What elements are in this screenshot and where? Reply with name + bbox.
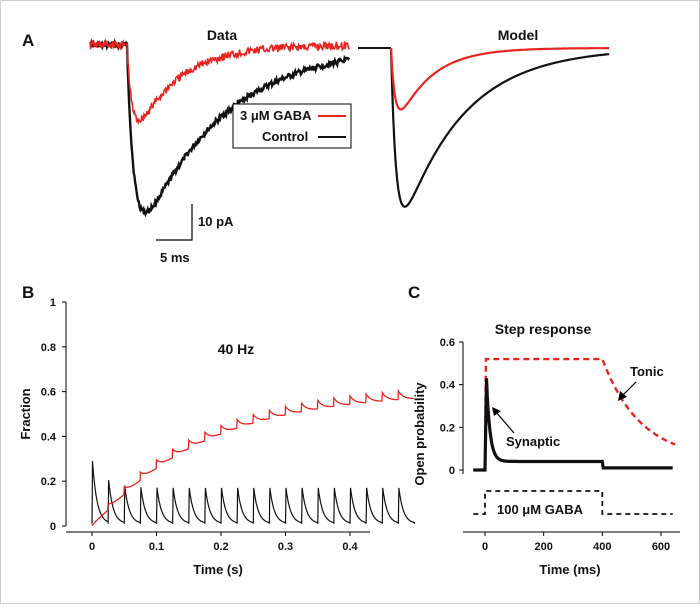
- panel-b-title: 40 Hz: [218, 341, 255, 357]
- tonic-arrowhead: [618, 391, 627, 401]
- panel-a-legend: 3 μM GABA Control: [232, 103, 352, 149]
- b-xtick-label: 0.4: [342, 541, 358, 553]
- c-ytick-label: 0.4: [440, 380, 456, 392]
- panel-b-chart: 0 0.2 0.4 0.6 0.8 1 0 0.1 0.2 0.3 0.4 40 Hz Time …: [18, 297, 416, 577]
- c-trace-synaptic: [473, 378, 673, 472]
- panel-a-model-traces: [358, 47, 610, 208]
- scalebar-y-label: 10 pA: [198, 214, 234, 229]
- panel-c-title: Step response: [495, 321, 592, 337]
- b-ytick-label: 0.8: [41, 342, 56, 354]
- annotation-stimulus: 100 μM GABA: [497, 502, 584, 517]
- b-ytick-label: 0.6: [41, 387, 56, 399]
- legend-box: [232, 103, 352, 149]
- panel-c-letter: C: [408, 283, 420, 302]
- annotation-tonic: Tonic: [630, 364, 664, 379]
- tonic-arrow-line: [621, 381, 637, 397]
- panel-b-x-ticks: 0 0.1 0.2 0.3 0.4: [89, 532, 359, 553]
- a-model-trace-control: [389, 47, 610, 208]
- synaptic-arrowhead: [492, 407, 501, 416]
- c-ytick-label: 0: [449, 465, 455, 477]
- c-xtick-label: 200: [534, 541, 552, 553]
- b-xtick-label: 0.1: [149, 541, 164, 553]
- synaptic-arrow-line: [495, 411, 515, 434]
- c-ytick-label: 0.2: [440, 422, 455, 434]
- c-ytick-label: 0.6: [440, 337, 455, 349]
- panel-b-y-ticks: 0 0.2 0.4 0.6 0.8 1: [41, 297, 66, 533]
- a-data-trace-gaba: [89, 38, 350, 126]
- b-xtick-label: 0.3: [278, 541, 293, 553]
- panel-b-xlabel: Time (s): [193, 562, 243, 577]
- panel-c-y-ticks: 0 0.2 0.4 0.6: [440, 337, 463, 477]
- panel-a-data-traces: [89, 37, 351, 218]
- panel-c-xlabel: Time (ms): [539, 562, 600, 577]
- panel-b-traces: [91, 388, 416, 527]
- panel-a-scalebar: 10 pA 5 ms: [156, 204, 234, 265]
- legend-label-control: Control: [262, 129, 308, 144]
- legend-label-gaba: 3 μM GABA: [240, 108, 312, 123]
- panel-c-x-ticks: 0 200 400 600: [482, 532, 670, 553]
- b-xtick-label: 0.2: [213, 541, 228, 553]
- a-model-trace-gaba: [389, 47, 610, 111]
- c-xtick-label: 400: [593, 541, 611, 553]
- b-trace-red: [91, 388, 415, 527]
- annotation-synaptic: Synaptic: [506, 434, 560, 449]
- b-ytick-label: 1: [50, 297, 56, 309]
- scalebar-lines: [156, 204, 193, 241]
- b-ytick-label: 0: [50, 521, 56, 533]
- scalebar-x-label: 5 ms: [160, 250, 190, 265]
- c-trace-tonic: [473, 357, 676, 472]
- panel-a-model-title: Model: [498, 27, 538, 43]
- c-xtick-label: 0: [482, 541, 488, 553]
- panel-c-ylabel: Open probability: [412, 382, 427, 486]
- b-ytick-label: 0.2: [41, 476, 56, 488]
- panel-a-data-title: Data: [207, 27, 238, 43]
- panel-a-letter: A: [22, 31, 34, 50]
- a-data-trace-control: [89, 37, 351, 218]
- c-xtick-label: 600: [652, 541, 670, 553]
- panel-c-traces: [473, 357, 676, 515]
- panel-c-chart: 0 0.2 0.4 0.6 0 200 400 600 Step response Time…: [412, 321, 680, 577]
- b-trace-black: [91, 460, 416, 524]
- b-xtick-label: 0: [89, 541, 95, 553]
- panel-b-letter: B: [22, 283, 34, 302]
- panel-b-ylabel: Fraction: [18, 388, 33, 439]
- c-stimulus-trace: [473, 490, 673, 515]
- b-ytick-label: 0.4: [41, 431, 57, 443]
